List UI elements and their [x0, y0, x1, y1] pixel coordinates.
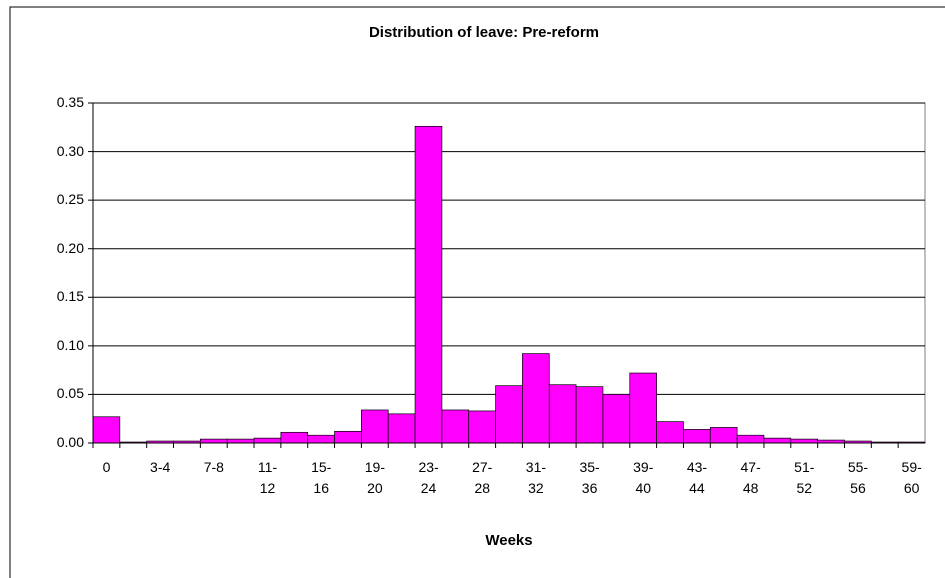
x-tick-label: 59-60: [901, 459, 922, 496]
x-tick-label: 0: [102, 459, 111, 475]
bar: [790, 438, 818, 444]
x-tick-label: 47-48: [740, 459, 761, 496]
bar: [280, 431, 309, 444]
bar: [656, 421, 684, 444]
y-tick-label: 0.10: [56, 336, 84, 353]
bar: [575, 386, 604, 444]
x-tick-label: 23-24: [418, 459, 439, 496]
y-tick-label: 0.15: [56, 288, 84, 305]
x-tick-label: 3-4: [150, 459, 171, 475]
x-tick-label: 7-8: [203, 459, 224, 475]
bar: [763, 437, 792, 444]
y-tick-label: 0.00: [56, 434, 84, 450]
bar: [226, 438, 255, 444]
bar: [736, 434, 765, 444]
x-tick-label: 43-44: [686, 459, 708, 496]
y-tick-label: 0.05: [56, 385, 84, 402]
x-tick-label: 15-16: [311, 459, 332, 496]
x-tick-label: 39-40: [633, 459, 654, 496]
bar: [629, 372, 657, 444]
y-tick-label: 0.35: [56, 94, 84, 110]
bar: [468, 410, 496, 444]
x-axis-label: Weeks: [485, 532, 533, 549]
bar: [334, 430, 362, 444]
bar: [683, 429, 711, 444]
bar: [307, 434, 335, 444]
x-tick-label: 11-12: [257, 459, 278, 496]
bar: [92, 416, 121, 444]
bar: [522, 353, 550, 444]
bar: [361, 409, 389, 444]
x-tick-label: 35-36: [579, 459, 600, 496]
bar: [387, 413, 416, 444]
x-tick-label: 27-28: [472, 459, 493, 496]
bar: [602, 394, 631, 444]
y-tick-label: 0.30: [56, 142, 84, 159]
bar: [495, 385, 523, 444]
chart-border: [9, 6, 945, 578]
x-tick-label: 51-52: [794, 459, 815, 496]
x-tick-label: 55-56: [847, 459, 869, 496]
x-tick-label: 31-32: [525, 459, 547, 496]
x-tick-label: 19-20: [364, 459, 385, 496]
bar: [200, 438, 228, 444]
bar: [709, 427, 738, 444]
bar: [414, 125, 443, 444]
bar: [548, 384, 577, 444]
chart-title: Distribution of leave: Pre-reform: [368, 24, 600, 41]
bar: [441, 409, 470, 444]
y-tick-label: 0.20: [56, 239, 84, 256]
y-tick-label: 0.25: [56, 191, 84, 208]
bar: [253, 437, 282, 444]
